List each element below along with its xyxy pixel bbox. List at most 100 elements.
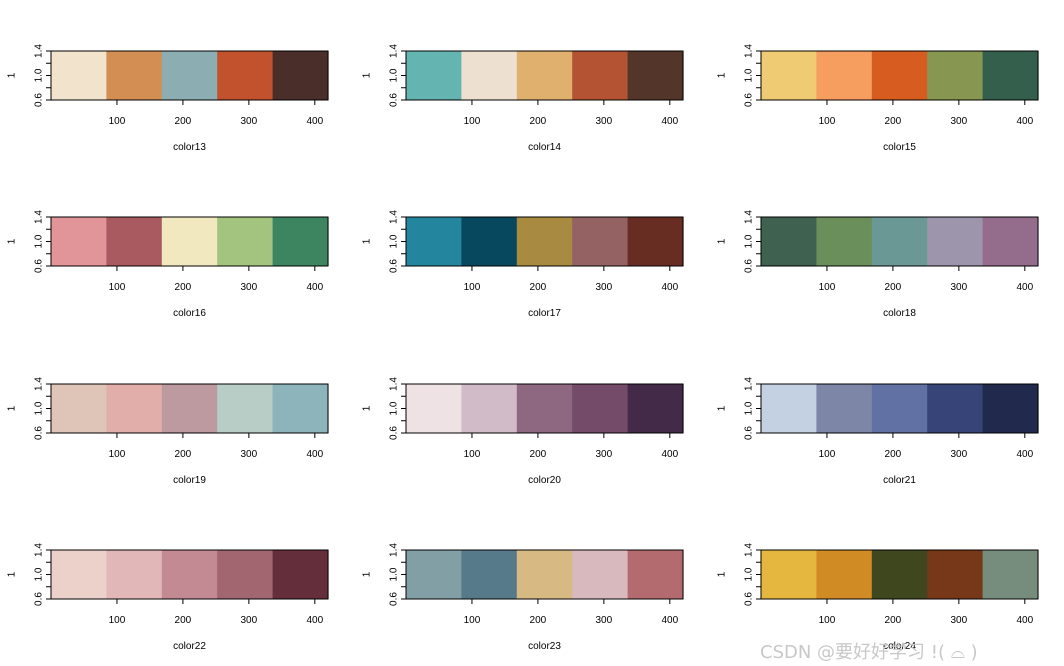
color-swatch xyxy=(982,51,1039,100)
color-swatch xyxy=(761,384,817,433)
x-tick-label: 400 xyxy=(306,282,323,293)
y-tick-label: 0.6 xyxy=(744,426,755,440)
color-swatch xyxy=(572,217,629,266)
y-tick-label: 0.6 xyxy=(34,93,45,107)
x-tick-label: 100 xyxy=(109,116,126,127)
y-tick-label: 1.0 xyxy=(34,68,45,82)
y-tick-label: 1.4 xyxy=(389,543,400,557)
color-swatch xyxy=(272,550,329,599)
y-tick-label: 0.6 xyxy=(34,592,45,606)
color-swatch xyxy=(161,384,218,433)
x-axis-label: color22 xyxy=(173,641,206,652)
y-tick-label: 0.6 xyxy=(34,426,45,440)
x-axis-label: color20 xyxy=(528,475,561,486)
color-swatch xyxy=(927,384,984,433)
x-tick-label: 200 xyxy=(175,282,192,293)
x-tick-label: 300 xyxy=(241,282,258,293)
color-swatch xyxy=(761,550,817,599)
palette-panel-color17: 100 200 300 400 0.6 1.0 1.4 1 color17 xyxy=(362,210,684,319)
color-swatch xyxy=(461,384,518,433)
y-axis-label: 1 xyxy=(362,405,373,411)
x-tick-label: 200 xyxy=(175,449,192,460)
csdn-watermark: CSDN @要好好学习 !( ⌓ ) xyxy=(760,642,978,663)
x-axis-label: color14 xyxy=(528,142,561,153)
palette-panel-color23: 100 200 300 400 0.6 1.0 1.4 1 color23 xyxy=(362,543,684,652)
y-tick-label: 1.4 xyxy=(744,543,755,557)
x-axis-label: color17 xyxy=(528,308,561,319)
x-tick-label: 400 xyxy=(1016,615,1033,626)
y-tick-label: 1.4 xyxy=(389,44,400,58)
x-tick-label: 400 xyxy=(661,615,678,626)
palette-panel-color14: 100 200 300 400 0.6 1.0 1.4 1 color14 xyxy=(362,44,684,153)
y-tick-label: 0.6 xyxy=(744,259,755,273)
color-swatch xyxy=(161,550,218,599)
x-tick-label: 100 xyxy=(464,116,481,127)
color-swatch xyxy=(217,217,274,266)
color-swatch xyxy=(217,550,274,599)
x-tick-label: 200 xyxy=(885,449,902,460)
y-tick-label: 1.0 xyxy=(744,234,755,248)
color-swatch xyxy=(816,217,873,266)
color-swatch xyxy=(627,550,684,599)
y-tick-label: 1.4 xyxy=(744,377,755,391)
x-tick-label: 100 xyxy=(109,449,126,460)
y-tick-label: 1.4 xyxy=(744,44,755,58)
color-swatch xyxy=(272,217,329,266)
y-tick-label: 1.0 xyxy=(744,401,755,415)
color-swatch xyxy=(461,550,518,599)
color-swatch xyxy=(627,51,684,100)
y-tick-label: 1.0 xyxy=(389,234,400,248)
color-swatch xyxy=(106,51,163,100)
x-tick-label: 300 xyxy=(951,449,968,460)
x-tick-label: 200 xyxy=(175,116,192,127)
x-tick-label: 300 xyxy=(596,615,613,626)
x-tick-label: 300 xyxy=(596,282,613,293)
palette-panel-color21: 100 200 300 400 0.6 1.0 1.4 1 color21 xyxy=(717,377,1039,486)
x-tick-label: 300 xyxy=(951,615,968,626)
palette-panel-color18: 100 200 300 400 0.6 1.0 1.4 1 color18 xyxy=(717,210,1039,319)
palette-panel-color22: 100 200 300 400 0.6 1.0 1.4 1 color22 xyxy=(7,543,329,652)
color-swatch xyxy=(161,51,218,100)
x-tick-label: 200 xyxy=(530,449,547,460)
x-axis-label: color16 xyxy=(173,308,206,319)
x-tick-label: 100 xyxy=(464,282,481,293)
color-swatch xyxy=(871,384,928,433)
color-swatch xyxy=(982,550,1039,599)
x-tick-label: 200 xyxy=(530,615,547,626)
x-tick-label: 300 xyxy=(241,615,258,626)
x-tick-label: 100 xyxy=(464,449,481,460)
color-swatch xyxy=(516,550,573,599)
x-tick-label: 400 xyxy=(1016,282,1033,293)
color-swatch xyxy=(516,217,573,266)
y-axis-label: 1 xyxy=(717,571,728,577)
x-tick-label: 300 xyxy=(241,449,258,460)
y-tick-label: 0.6 xyxy=(389,426,400,440)
x-tick-label: 100 xyxy=(109,615,126,626)
y-tick-label: 1.0 xyxy=(34,234,45,248)
x-axis-label: color13 xyxy=(173,142,206,153)
y-tick-label: 1.4 xyxy=(34,377,45,391)
color-swatch xyxy=(927,217,984,266)
x-tick-label: 200 xyxy=(885,282,902,293)
x-tick-label: 100 xyxy=(464,615,481,626)
color-swatch xyxy=(871,550,928,599)
x-tick-label: 400 xyxy=(1016,449,1033,460)
color-swatch xyxy=(406,51,462,100)
palette-panel-color19: 100 200 300 400 0.6 1.0 1.4 1 color19 xyxy=(7,377,329,486)
color-swatch xyxy=(761,51,817,100)
color-swatch xyxy=(816,384,873,433)
color-swatch xyxy=(406,384,462,433)
y-tick-label: 1.0 xyxy=(389,567,400,581)
y-tick-label: 1.0 xyxy=(389,401,400,415)
color-swatch xyxy=(927,550,984,599)
y-tick-label: 1.0 xyxy=(744,68,755,82)
y-tick-label: 1.0 xyxy=(389,68,400,82)
color-swatch xyxy=(406,550,462,599)
x-tick-label: 400 xyxy=(1016,116,1033,127)
color-swatch xyxy=(406,217,462,266)
y-tick-label: 0.6 xyxy=(34,259,45,273)
y-axis-label: 1 xyxy=(362,571,373,577)
y-axis-label: 1 xyxy=(7,238,18,244)
palette-panel-color24: 100 200 300 400 0.6 1.0 1.4 1 color24 xyxy=(717,543,1039,652)
color-swatch xyxy=(982,384,1039,433)
